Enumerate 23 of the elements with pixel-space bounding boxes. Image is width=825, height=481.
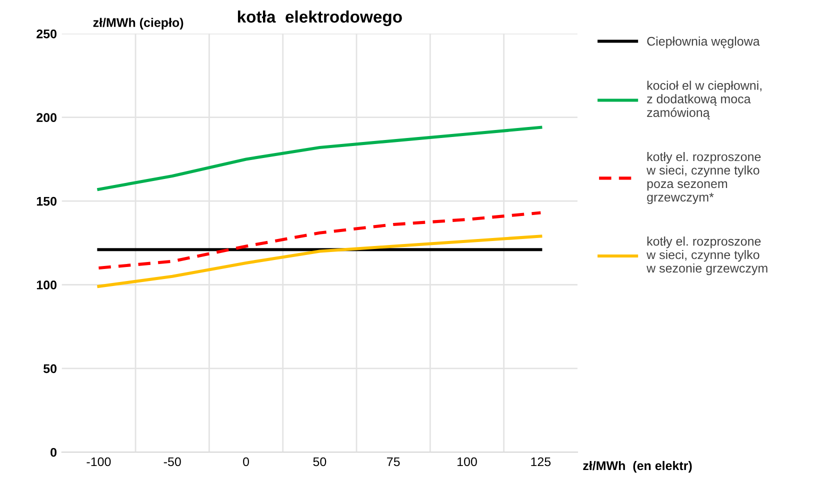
line-series bbox=[97, 234, 542, 288]
y-tick-label: 50 bbox=[43, 364, 57, 374]
y-tick-label: 150 bbox=[36, 196, 57, 206]
legend-label: Ciepłownia węglowa bbox=[647, 36, 760, 48]
legend-label: kotły el. rozproszone w sieci, czynne tylko w sezonie grzewczym bbox=[646, 236, 768, 276]
legend-label: kocioł el w ciepłowni, z dodatkową moca zamówioną bbox=[647, 80, 762, 120]
x-tick-label: 75 bbox=[387, 457, 400, 466]
chart-title: kotła elektrodowego bbox=[238, 10, 402, 26]
x-tick-label: 100 bbox=[458, 457, 477, 466]
y-tick-label: 0 bbox=[50, 448, 56, 457]
y-axis-title: zł/MWh (ciepło) bbox=[93, 18, 184, 30]
x-tick-label: 0 bbox=[243, 457, 250, 466]
y-tick-label: 250 bbox=[36, 29, 57, 38]
y-tick-label: 100 bbox=[36, 280, 57, 290]
x-tick-label: -50 bbox=[164, 457, 181, 466]
x-tick-label: -100 bbox=[86, 457, 111, 466]
y-tick-label: 200 bbox=[36, 113, 57, 122]
legend-label: kotły el. rozproszone w sieci, czynne tylko poza sezonem grzewczym* bbox=[646, 152, 761, 204]
x-tick-label: 50 bbox=[313, 457, 326, 466]
x-tick-label: 125 bbox=[531, 457, 551, 466]
line-series bbox=[97, 126, 542, 191]
line-series bbox=[97, 211, 542, 270]
x-axis-title: zł/MWh (en elektr) bbox=[583, 460, 692, 473]
